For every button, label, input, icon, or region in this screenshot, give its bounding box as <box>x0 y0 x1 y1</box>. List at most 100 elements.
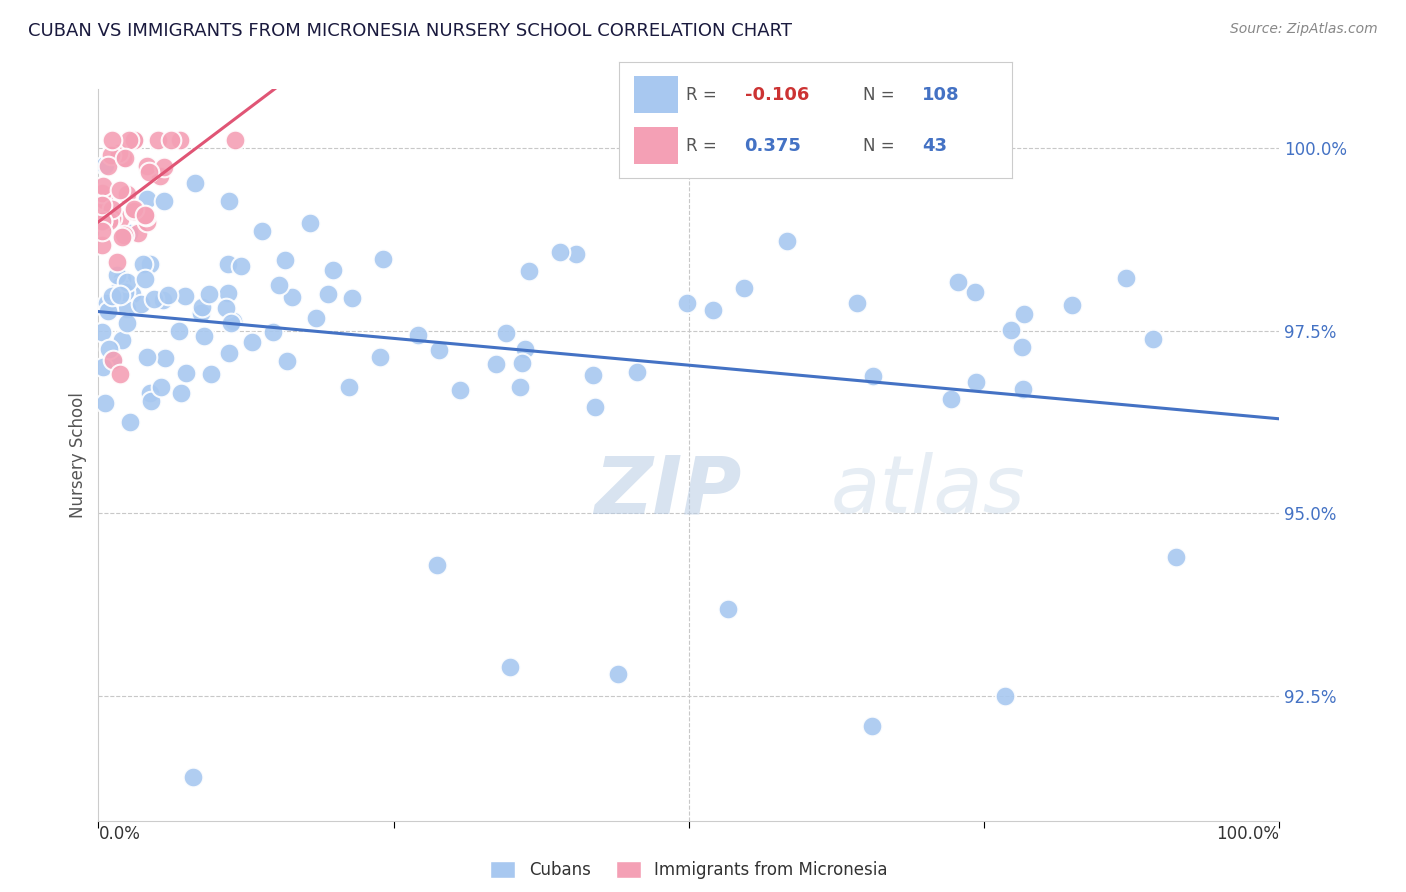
Point <box>449 383 471 397</box>
Point <box>101 355 124 369</box>
Point <box>108 278 131 293</box>
Y-axis label: Nursery School: Nursery School <box>69 392 87 518</box>
Point <box>229 259 252 273</box>
Point <box>776 234 799 248</box>
Point <box>548 245 571 260</box>
Point <box>139 385 162 400</box>
Point <box>965 376 987 390</box>
Legend: Cubans, Immigrants from Micronesia: Cubans, Immigrants from Micronesia <box>484 854 894 886</box>
Point <box>845 296 868 310</box>
Text: atlas: atlas <box>831 452 1025 531</box>
Point <box>97 304 120 318</box>
Point <box>298 216 321 230</box>
Point <box>373 252 395 266</box>
Point <box>108 146 131 161</box>
Point <box>149 169 172 184</box>
Point <box>108 368 131 382</box>
Point <box>994 690 1017 704</box>
Point <box>340 291 363 305</box>
Text: 108: 108 <box>922 86 959 103</box>
Point <box>94 396 117 410</box>
Point <box>132 257 155 271</box>
Point <box>96 296 118 310</box>
Point <box>127 226 149 240</box>
Point <box>152 194 174 208</box>
Text: 43: 43 <box>922 137 946 155</box>
Point <box>105 268 128 282</box>
Point <box>426 558 449 572</box>
Point <box>217 257 239 271</box>
Point <box>91 224 114 238</box>
Point <box>115 301 138 316</box>
Point <box>136 215 159 229</box>
Point <box>939 392 962 407</box>
Point <box>181 770 204 784</box>
Point <box>173 289 195 303</box>
Point <box>193 329 215 343</box>
Text: N =: N = <box>863 86 900 103</box>
Point <box>676 296 699 310</box>
Point <box>262 325 284 339</box>
Text: R =: R = <box>686 137 721 155</box>
Point <box>100 211 122 226</box>
Point <box>114 285 136 299</box>
Point <box>499 660 522 674</box>
Point <box>138 165 160 179</box>
Point <box>146 133 169 147</box>
Point <box>169 385 191 400</box>
Point <box>495 326 517 340</box>
Point <box>97 213 120 227</box>
Point <box>485 357 508 371</box>
Point <box>91 237 114 252</box>
Point <box>110 230 132 244</box>
Point <box>108 212 131 227</box>
Point <box>1062 298 1084 312</box>
Text: CUBAN VS IMMIGRANTS FROM MICRONESIA NURSERY SCHOOL CORRELATION CHART: CUBAN VS IMMIGRANTS FROM MICRONESIA NURS… <box>28 22 792 40</box>
Point <box>517 264 540 278</box>
Text: 0.0%: 0.0% <box>98 825 141 843</box>
Point <box>1011 340 1033 354</box>
Point <box>1164 550 1187 565</box>
Point <box>1000 323 1022 337</box>
Point <box>184 176 207 190</box>
Point <box>174 367 197 381</box>
Point <box>111 228 134 243</box>
Point <box>169 133 191 147</box>
Point <box>219 316 242 330</box>
Point <box>583 400 606 414</box>
Point <box>606 667 628 681</box>
Point <box>267 277 290 292</box>
Point <box>200 367 222 381</box>
Point <box>101 202 124 216</box>
Point <box>1142 332 1164 346</box>
Text: 100.0%: 100.0% <box>1216 825 1279 843</box>
Point <box>965 285 987 299</box>
Point <box>513 342 536 356</box>
Point <box>91 179 114 194</box>
Point <box>136 159 159 173</box>
Point <box>240 334 263 349</box>
Point <box>117 275 139 289</box>
Point <box>316 287 339 301</box>
Point <box>115 187 138 202</box>
Point <box>108 183 131 197</box>
Point <box>115 316 138 330</box>
Point <box>134 272 156 286</box>
Point <box>862 368 884 383</box>
Point <box>112 228 135 243</box>
Point <box>217 285 239 300</box>
Point <box>91 325 114 339</box>
Point <box>191 300 214 314</box>
Point <box>98 342 121 356</box>
Point <box>860 718 883 732</box>
Point <box>157 288 180 302</box>
Point <box>91 186 114 201</box>
Point <box>198 287 221 301</box>
Point <box>136 350 159 364</box>
Point <box>946 275 969 289</box>
Point <box>139 257 162 271</box>
Point <box>406 328 429 343</box>
Point <box>218 346 240 360</box>
Point <box>322 263 344 277</box>
Point <box>100 133 122 147</box>
